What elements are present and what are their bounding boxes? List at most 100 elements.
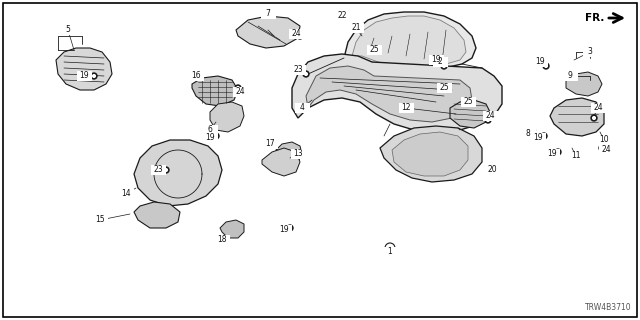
Text: 3: 3	[588, 47, 593, 57]
FancyBboxPatch shape	[118, 189, 134, 199]
Polygon shape	[306, 66, 472, 122]
FancyBboxPatch shape	[383, 247, 397, 257]
Circle shape	[305, 73, 307, 75]
Text: 6: 6	[207, 125, 212, 134]
Text: 14: 14	[121, 189, 131, 198]
Circle shape	[557, 151, 559, 153]
FancyBboxPatch shape	[202, 133, 218, 143]
Text: 11: 11	[572, 151, 580, 161]
Polygon shape	[236, 16, 300, 48]
Circle shape	[441, 63, 447, 69]
Polygon shape	[292, 54, 502, 132]
FancyBboxPatch shape	[294, 103, 310, 113]
Text: 19: 19	[431, 55, 441, 65]
Text: 22: 22	[337, 12, 347, 20]
Circle shape	[164, 169, 167, 171]
Text: 19: 19	[535, 58, 545, 67]
Text: 19: 19	[205, 133, 215, 142]
Text: 7: 7	[266, 10, 271, 19]
Circle shape	[593, 117, 595, 119]
FancyBboxPatch shape	[260, 9, 275, 19]
Text: 19: 19	[279, 226, 289, 235]
FancyBboxPatch shape	[150, 165, 166, 175]
Text: 15: 15	[95, 215, 105, 225]
Circle shape	[545, 65, 547, 67]
FancyBboxPatch shape	[262, 139, 278, 149]
FancyBboxPatch shape	[483, 111, 497, 121]
Text: FR.: FR.	[584, 13, 604, 23]
Circle shape	[591, 115, 597, 121]
Circle shape	[163, 167, 169, 173]
Text: 25: 25	[439, 84, 449, 92]
Circle shape	[303, 71, 309, 77]
FancyBboxPatch shape	[582, 47, 598, 57]
Text: 4: 4	[300, 103, 305, 113]
FancyBboxPatch shape	[291, 149, 305, 159]
Polygon shape	[566, 72, 602, 96]
Text: 24: 24	[593, 103, 603, 113]
FancyBboxPatch shape	[532, 57, 547, 67]
FancyBboxPatch shape	[484, 165, 499, 175]
Polygon shape	[450, 100, 490, 128]
Text: 1: 1	[388, 247, 392, 257]
Polygon shape	[380, 126, 482, 182]
Polygon shape	[56, 48, 112, 90]
Text: 23: 23	[153, 165, 163, 174]
FancyBboxPatch shape	[568, 151, 584, 161]
Polygon shape	[550, 98, 604, 136]
Text: 5: 5	[65, 26, 70, 35]
FancyBboxPatch shape	[436, 83, 451, 93]
Text: 24: 24	[235, 87, 245, 97]
Text: 10: 10	[599, 135, 609, 145]
Circle shape	[543, 135, 545, 137]
FancyBboxPatch shape	[232, 87, 248, 97]
Circle shape	[213, 133, 219, 139]
FancyBboxPatch shape	[399, 103, 413, 113]
FancyBboxPatch shape	[291, 65, 305, 75]
Text: 16: 16	[191, 71, 201, 81]
Circle shape	[93, 75, 95, 77]
Circle shape	[443, 65, 445, 67]
FancyBboxPatch shape	[202, 125, 218, 135]
Text: 21: 21	[351, 23, 361, 33]
Circle shape	[541, 133, 547, 139]
FancyBboxPatch shape	[591, 103, 605, 113]
FancyBboxPatch shape	[276, 225, 291, 235]
FancyBboxPatch shape	[596, 135, 611, 145]
Polygon shape	[134, 140, 222, 206]
Text: 25: 25	[369, 45, 379, 54]
Circle shape	[543, 63, 549, 69]
Text: 24: 24	[291, 29, 301, 38]
FancyBboxPatch shape	[77, 71, 92, 81]
Text: 2: 2	[438, 58, 442, 67]
Text: 19: 19	[79, 71, 89, 81]
Text: 19: 19	[547, 149, 557, 158]
Circle shape	[214, 135, 218, 137]
Text: 8: 8	[525, 130, 531, 139]
Polygon shape	[262, 148, 300, 176]
Circle shape	[485, 117, 491, 123]
Polygon shape	[352, 16, 466, 66]
Text: 12: 12	[401, 103, 411, 113]
Text: 19: 19	[533, 133, 543, 142]
Circle shape	[599, 145, 605, 151]
Circle shape	[297, 33, 303, 39]
Circle shape	[555, 149, 561, 155]
FancyBboxPatch shape	[520, 129, 536, 139]
Circle shape	[91, 73, 97, 79]
Text: 18: 18	[217, 236, 227, 244]
Circle shape	[237, 87, 239, 89]
FancyBboxPatch shape	[461, 97, 476, 107]
Polygon shape	[210, 102, 244, 132]
FancyBboxPatch shape	[545, 149, 559, 159]
Text: 17: 17	[265, 140, 275, 148]
Circle shape	[299, 35, 301, 37]
Text: 24: 24	[601, 146, 611, 155]
Circle shape	[486, 119, 490, 121]
Text: TRW4B3710: TRW4B3710	[586, 303, 632, 312]
FancyBboxPatch shape	[289, 29, 303, 39]
FancyBboxPatch shape	[335, 11, 349, 21]
FancyBboxPatch shape	[433, 57, 447, 67]
Circle shape	[601, 147, 604, 149]
Text: 13: 13	[293, 149, 303, 158]
